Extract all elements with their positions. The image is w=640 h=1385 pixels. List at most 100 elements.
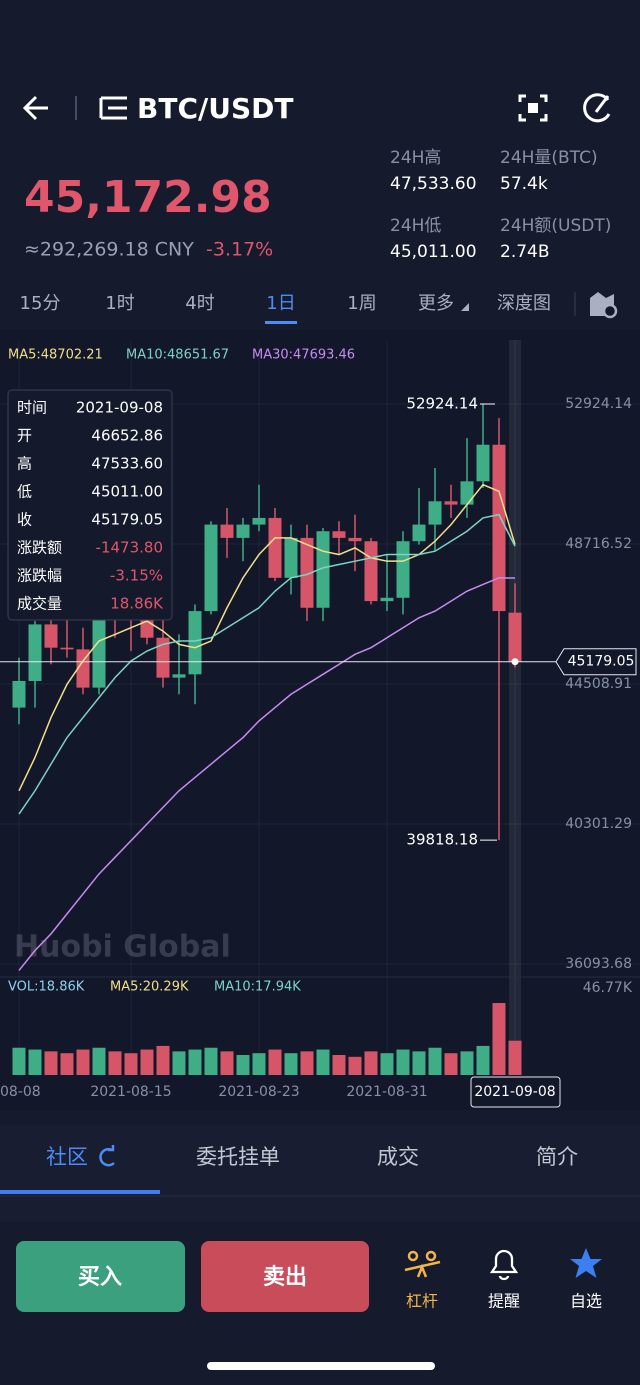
candle-body — [60, 647, 74, 650]
low-annotation: 39818.18 — [406, 831, 478, 849]
bottom-tab[interactable]: 简介 — [536, 1145, 578, 1169]
tooltip-label: 涨跌额 — [17, 539, 62, 557]
sell-label[interactable]: 卖出 — [263, 1264, 307, 1290]
tooltip-label: 低 — [17, 483, 32, 501]
volume-bar — [140, 1049, 154, 1075]
y-tick-label: 52924.14 — [565, 396, 632, 412]
volume-bar — [268, 1049, 282, 1075]
tooltip-label: 涨跌幅 — [17, 567, 62, 585]
tooltip-value: 46652.86 — [91, 427, 163, 445]
volume-bar — [396, 1049, 410, 1075]
x-tick-label: 2021-08-15 — [90, 1084, 171, 1100]
volume-bar — [252, 1053, 266, 1075]
bottom-tab[interactable]: 成交 — [377, 1145, 419, 1169]
stat-value: 57.4k — [500, 174, 548, 194]
volume-bar — [492, 1003, 506, 1075]
volume-bar — [476, 1045, 490, 1075]
back-icon[interactable] — [22, 95, 48, 121]
candle-body — [220, 524, 234, 538]
candle-body — [444, 501, 458, 505]
candle-body — [348, 537, 362, 542]
scan-icon[interactable] — [518, 94, 548, 122]
volume-bar — [380, 1053, 394, 1075]
bottom-tab[interactable]: 委托挂单 — [196, 1145, 280, 1169]
volume-legend: MA5:20.29K — [110, 980, 189, 995]
tooltip-box — [7, 389, 173, 621]
volume-bar — [108, 1051, 122, 1075]
x-tick-label: 2021-08-23 — [218, 1084, 299, 1100]
settings-gear[interactable] — [602, 303, 618, 319]
tool-label[interactable]: 提醒 — [488, 1292, 520, 1311]
timeframe-tab[interactable]: 15分 — [20, 293, 61, 314]
candle-body — [204, 524, 218, 612]
candle-body — [44, 624, 58, 648]
y-tick-label: 44508.91 — [565, 676, 632, 692]
x-tick-label: 08-08 — [0, 1084, 41, 1100]
price-change: -3.17% — [206, 239, 273, 261]
timeframe-tab[interactable]: 1周 — [347, 293, 376, 314]
candle-body — [300, 537, 314, 608]
volume-legend: VOL:18.86K — [8, 980, 85, 995]
tooltip-value: 45011.00 — [91, 483, 163, 501]
tooltip-value: 2021-09-08 — [76, 399, 163, 417]
candle-body — [332, 531, 346, 538]
candle-body — [428, 501, 442, 525]
high-annotation: 52924.14 — [406, 395, 478, 413]
bottom-tab[interactable]: 社区 — [46, 1145, 88, 1169]
stat-label: 24H量(BTC) — [500, 148, 598, 168]
last-price: 45,172.98 — [24, 172, 272, 223]
ma-line — [18, 577, 516, 971]
timeframe-tab[interactable]: 4时 — [185, 293, 214, 314]
ma-line — [18, 513, 516, 815]
leverage-icon[interactable] — [404, 1250, 441, 1278]
candle-body — [76, 649, 90, 688]
volume-bar — [188, 1049, 202, 1075]
candle-body — [492, 444, 506, 612]
candle-body — [28, 624, 42, 681]
stat-value: 47,533.60 — [390, 174, 477, 194]
timeframe-underline — [265, 321, 297, 324]
volume-bar — [76, 1049, 90, 1075]
timeframe-tab[interactable]: 深度图 — [497, 293, 551, 314]
volume-bar — [220, 1051, 234, 1075]
tooltip-value: -3.15% — [110, 567, 163, 585]
volume-bar — [204, 1047, 218, 1075]
candle-body — [508, 612, 522, 662]
stat-value: 2.74B — [500, 242, 550, 262]
volume-bar — [412, 1051, 426, 1075]
volume-bar — [28, 1049, 42, 1075]
timeframe-tab[interactable]: 1时 — [105, 293, 134, 314]
volume-bar — [236, 1055, 250, 1075]
favorite-icon[interactable] — [570, 1248, 602, 1278]
refresh-icon[interactable] — [583, 93, 611, 123]
candle-body — [364, 541, 378, 602]
volume-bar — [284, 1053, 298, 1075]
volume-bar — [348, 1056, 362, 1075]
candle-body — [156, 637, 170, 678]
x-tick-highlight — [470, 1076, 561, 1108]
buy-button[interactable] — [16, 1241, 185, 1312]
community-refresh-icon[interactable] — [99, 1145, 115, 1167]
sell-button[interactable] — [201, 1241, 369, 1312]
menu-icon[interactable] — [99, 96, 127, 120]
tooltip-value: 18.86K — [110, 595, 164, 613]
timeframe-tab[interactable]: 1日 — [266, 293, 295, 314]
last-price-label: 45179.05 — [568, 654, 635, 670]
volume-bar — [460, 1051, 474, 1075]
stat-label: 24H高 — [390, 148, 441, 168]
alert-icon[interactable] — [489, 1249, 519, 1281]
tooltip-label: 高 — [17, 455, 32, 473]
volume-bar — [316, 1049, 330, 1075]
y-tick-label: 40301.29 — [565, 816, 632, 832]
tool-label[interactable]: 自选 — [570, 1292, 602, 1311]
last-price-box — [555, 648, 637, 676]
crosshair-dot — [511, 658, 519, 666]
x-tick-label: 2021-08-31 — [346, 1084, 427, 1100]
candle-body — [412, 524, 426, 542]
volume-bar — [156, 1045, 170, 1075]
buy-label[interactable]: 买入 — [78, 1265, 122, 1290]
volume-bar — [444, 1053, 458, 1075]
timeframe-tab[interactable]: 更多 — [418, 293, 454, 314]
tool-label[interactable]: 杠杆 — [406, 1292, 438, 1311]
